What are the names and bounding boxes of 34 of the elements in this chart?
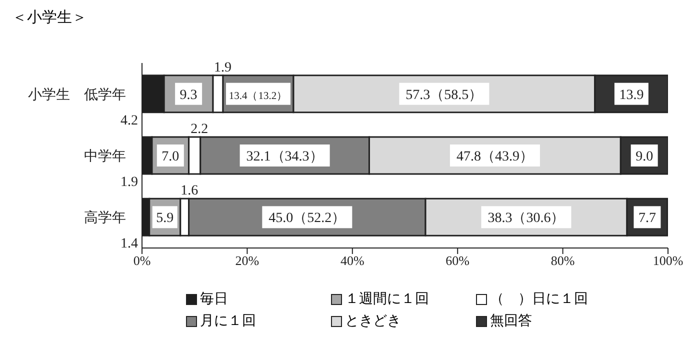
x-tick-label: 20% (235, 253, 260, 268)
x-tick-label: 40% (340, 253, 364, 268)
data-label: 13.4（13.2） (228, 90, 288, 102)
x-tick-label: 80% (550, 253, 575, 268)
data-label: 1.4 (120, 236, 138, 252)
data-label: 9.3 (180, 88, 198, 103)
data-label: 13.9 (619, 88, 644, 103)
data-label: 9.0 (636, 150, 654, 164)
data-label: 4.2 (120, 113, 138, 128)
x-tick-label: 0% (133, 253, 151, 268)
legend-label: １週間に１回 (345, 290, 429, 308)
x-tick-label: 100% (652, 253, 684, 268)
data-label: 5.9 (156, 211, 174, 226)
data-label: 32.1（34.3） (246, 150, 324, 164)
data-label: 47.8（43.9） (456, 150, 534, 164)
data-label: 1.9 (214, 60, 232, 76)
data-label: 57.3（58.5） (406, 88, 483, 103)
legend-label: （ ）日に１回 (490, 291, 588, 308)
data-label: 1.6 (180, 184, 198, 199)
data-label: 38.3（30.6） (488, 211, 565, 226)
y-tick-label: 中学年 (84, 148, 126, 164)
x-tick-label: 60% (446, 253, 470, 268)
data-label: 2.2 (190, 122, 208, 137)
legend-label: ときどき (345, 313, 401, 330)
data-label: 7.7 (638, 211, 656, 226)
data-label: 45.0（52.2） (268, 211, 346, 226)
y-tick-label: 高学年 (84, 210, 126, 226)
legend-label: 月に１回 (200, 313, 256, 330)
legend-label: 無回答 (490, 312, 532, 330)
data-label: 1.9 (120, 175, 138, 190)
y-tick-label: 小学生 低学年 (28, 86, 126, 103)
data-label: 7.0 (162, 150, 180, 164)
chart-title: ＜小学生＞ (12, 8, 87, 27)
legend-label: 毎日 (200, 290, 228, 308)
